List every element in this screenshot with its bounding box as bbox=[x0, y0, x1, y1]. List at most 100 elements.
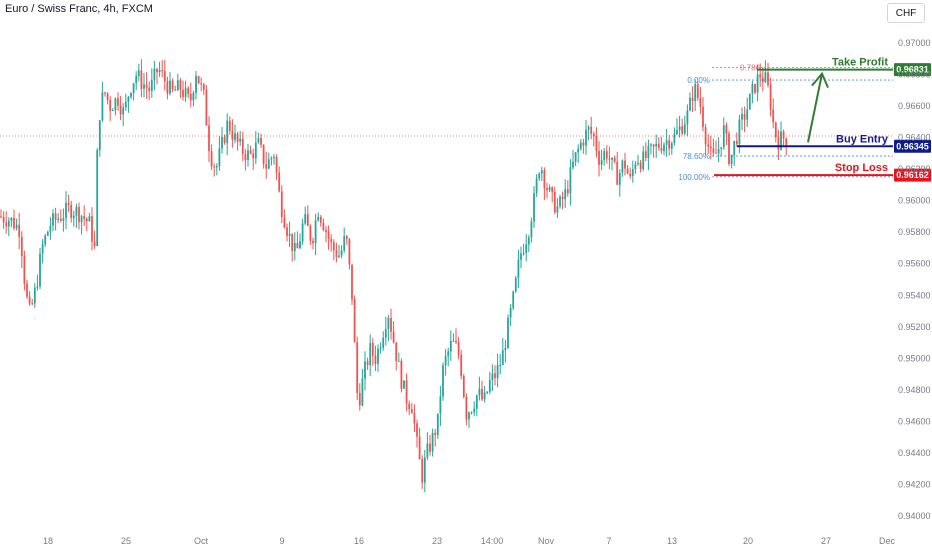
candle-body bbox=[761, 77, 764, 82]
candle-body bbox=[275, 156, 278, 173]
candle-body bbox=[785, 138, 788, 146]
candle-body bbox=[72, 215, 75, 219]
candle-body bbox=[202, 84, 205, 90]
candle-body bbox=[611, 157, 613, 160]
candle-body bbox=[291, 233, 294, 251]
candle-body bbox=[140, 70, 143, 89]
candle-body bbox=[98, 120, 101, 151]
candle-body bbox=[767, 72, 769, 85]
candle-body bbox=[582, 142, 585, 146]
candle-body bbox=[759, 74, 762, 78]
candle-body bbox=[265, 164, 268, 169]
candle-body bbox=[717, 148, 720, 154]
y-tick-label: 0.97000 bbox=[898, 38, 931, 48]
candle-body bbox=[663, 144, 665, 152]
candle-body bbox=[590, 126, 593, 134]
candle-body bbox=[254, 142, 257, 159]
level-name: Buy Entry bbox=[836, 133, 889, 145]
candle-body bbox=[314, 220, 317, 244]
candle-body bbox=[408, 403, 411, 410]
candle-body bbox=[423, 457, 426, 483]
y-tick-label: 0.94000 bbox=[898, 511, 931, 521]
candle-body bbox=[278, 172, 281, 192]
candle-body bbox=[676, 130, 678, 135]
candle-body bbox=[681, 126, 684, 134]
currency-button[interactable]: CHF bbox=[887, 3, 925, 23]
candle-body bbox=[494, 373, 496, 379]
candle-body bbox=[657, 143, 660, 148]
candle-body bbox=[566, 189, 569, 194]
candle-body bbox=[730, 154, 733, 165]
y-tick-label: 0.95800 bbox=[898, 227, 931, 237]
candle-body bbox=[626, 168, 629, 174]
candle-body bbox=[712, 148, 715, 153]
fib-level-label: 0.786 bbox=[740, 63, 761, 72]
candle-body bbox=[301, 223, 304, 242]
candle-body bbox=[78, 207, 80, 223]
candle-body bbox=[161, 70, 164, 72]
candle-body bbox=[241, 138, 244, 154]
candle-body bbox=[689, 97, 691, 111]
candle-body bbox=[236, 133, 239, 142]
candle-body bbox=[522, 252, 525, 254]
candle-body bbox=[322, 222, 325, 231]
candle-body bbox=[44, 235, 47, 245]
candle-body bbox=[774, 122, 777, 138]
x-tick-label: 9 bbox=[279, 536, 284, 546]
candle-body bbox=[559, 196, 561, 207]
candle-body bbox=[416, 423, 418, 437]
candle-body bbox=[187, 88, 190, 94]
candle-body bbox=[507, 317, 509, 349]
candle-body bbox=[501, 350, 504, 366]
candle-body bbox=[127, 96, 130, 102]
candle-body bbox=[296, 242, 299, 249]
candle-body bbox=[338, 255, 340, 257]
candle-body bbox=[546, 187, 548, 191]
candle-body bbox=[65, 202, 67, 219]
candle-body bbox=[637, 162, 639, 165]
candle-body bbox=[444, 356, 447, 366]
candle-body bbox=[572, 161, 574, 168]
candle-body bbox=[137, 70, 140, 76]
candle-body bbox=[75, 207, 78, 216]
x-tick-label: 14:00 bbox=[481, 536, 504, 546]
candle-body bbox=[504, 348, 507, 351]
candle-body bbox=[486, 391, 489, 393]
candle-body bbox=[595, 136, 598, 151]
candle-body bbox=[41, 244, 44, 254]
candle-body bbox=[624, 160, 626, 169]
candle-body bbox=[579, 142, 582, 149]
candle-body bbox=[499, 365, 502, 367]
candle-body bbox=[413, 413, 416, 424]
candle-body bbox=[665, 140, 668, 145]
candle-body bbox=[668, 140, 671, 149]
candle-body bbox=[267, 159, 270, 169]
target-arrow-shaft bbox=[807, 73, 823, 143]
candle-body bbox=[343, 236, 346, 251]
candle-body bbox=[535, 178, 538, 194]
candle-body bbox=[696, 84, 699, 98]
candle-body bbox=[119, 105, 122, 115]
candle-body bbox=[62, 218, 65, 221]
x-tick-label: 13 bbox=[667, 536, 677, 546]
candle-body bbox=[317, 216, 320, 221]
candle-body bbox=[166, 81, 169, 94]
candle-body bbox=[179, 80, 182, 90]
y-tick-label: 0.95400 bbox=[898, 290, 931, 300]
candle-body bbox=[670, 143, 673, 149]
candle-body bbox=[462, 376, 465, 397]
y-tick-label: 0.95200 bbox=[898, 322, 931, 332]
y-tick-label: 0.96600 bbox=[898, 101, 931, 111]
candle-body bbox=[735, 140, 738, 145]
candle-body bbox=[764, 72, 767, 82]
candle-body bbox=[52, 213, 54, 226]
candle-body bbox=[163, 70, 166, 82]
candle-body bbox=[455, 340, 457, 343]
candle-body bbox=[577, 148, 580, 153]
candle-body bbox=[106, 93, 109, 100]
candle-body bbox=[530, 221, 533, 238]
candle-body bbox=[647, 145, 650, 158]
candle-body bbox=[512, 291, 515, 308]
candle-body bbox=[561, 196, 564, 200]
